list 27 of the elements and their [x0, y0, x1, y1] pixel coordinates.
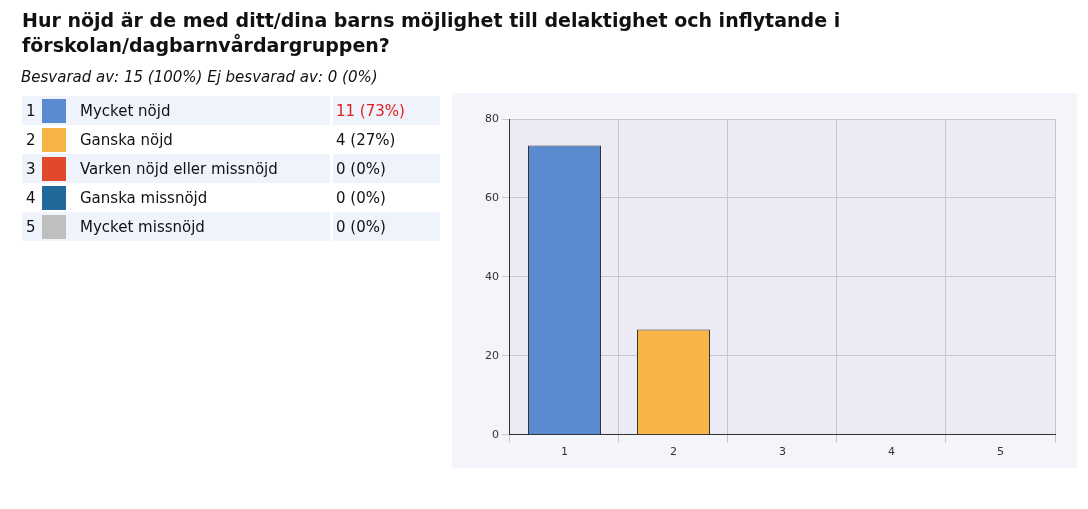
text: 4 (27%) [333, 125, 440, 154]
text: Besvarad av: 15 (100%) Ej besvarad av: 0 (0%) [21, 68, 378, 86]
x-tick-label: 3 [779, 445, 786, 459]
category-label: 4 [26, 188, 36, 207]
legend-label: Varken nöjd eller missnöjd [68, 154, 333, 183]
x-tick-label: 4 [888, 445, 895, 459]
x-tick-label: 1 [561, 445, 568, 459]
y-tick-label: 80 [485, 111, 499, 125]
x-tick-label: 5 [997, 445, 1004, 459]
y-tick-label: 0 [492, 427, 499, 441]
text: 0 (0%) [333, 183, 440, 212]
legend-label: Ganska missnöjd [68, 183, 333, 212]
legend-label: Mycket missnöjd [68, 212, 333, 241]
legend-label: Ganska nöjd [68, 125, 333, 154]
text: 11 (73%) [333, 96, 440, 125]
text: 0 (0%) [333, 154, 440, 183]
text: 0 (0%) [333, 212, 440, 241]
legend-label: Mycket nöjd [68, 96, 333, 125]
chart-title: Hur nöjd är de med ditt/dina barns möjlighet till delaktighet och inflytande i förskolan/dagbarnvårdargruppen? [22, 8, 842, 58]
x-tick-label: 2 [670, 445, 677, 459]
y-tick-label: 40 [485, 269, 499, 283]
category-label: 5 [26, 217, 36, 236]
y-tick-label: 20 [485, 348, 499, 362]
category-label: 1 [26, 101, 36, 120]
y-tick-label: 60 [485, 190, 499, 204]
category-label: 2 [26, 130, 36, 149]
category-label: 3 [26, 159, 36, 178]
